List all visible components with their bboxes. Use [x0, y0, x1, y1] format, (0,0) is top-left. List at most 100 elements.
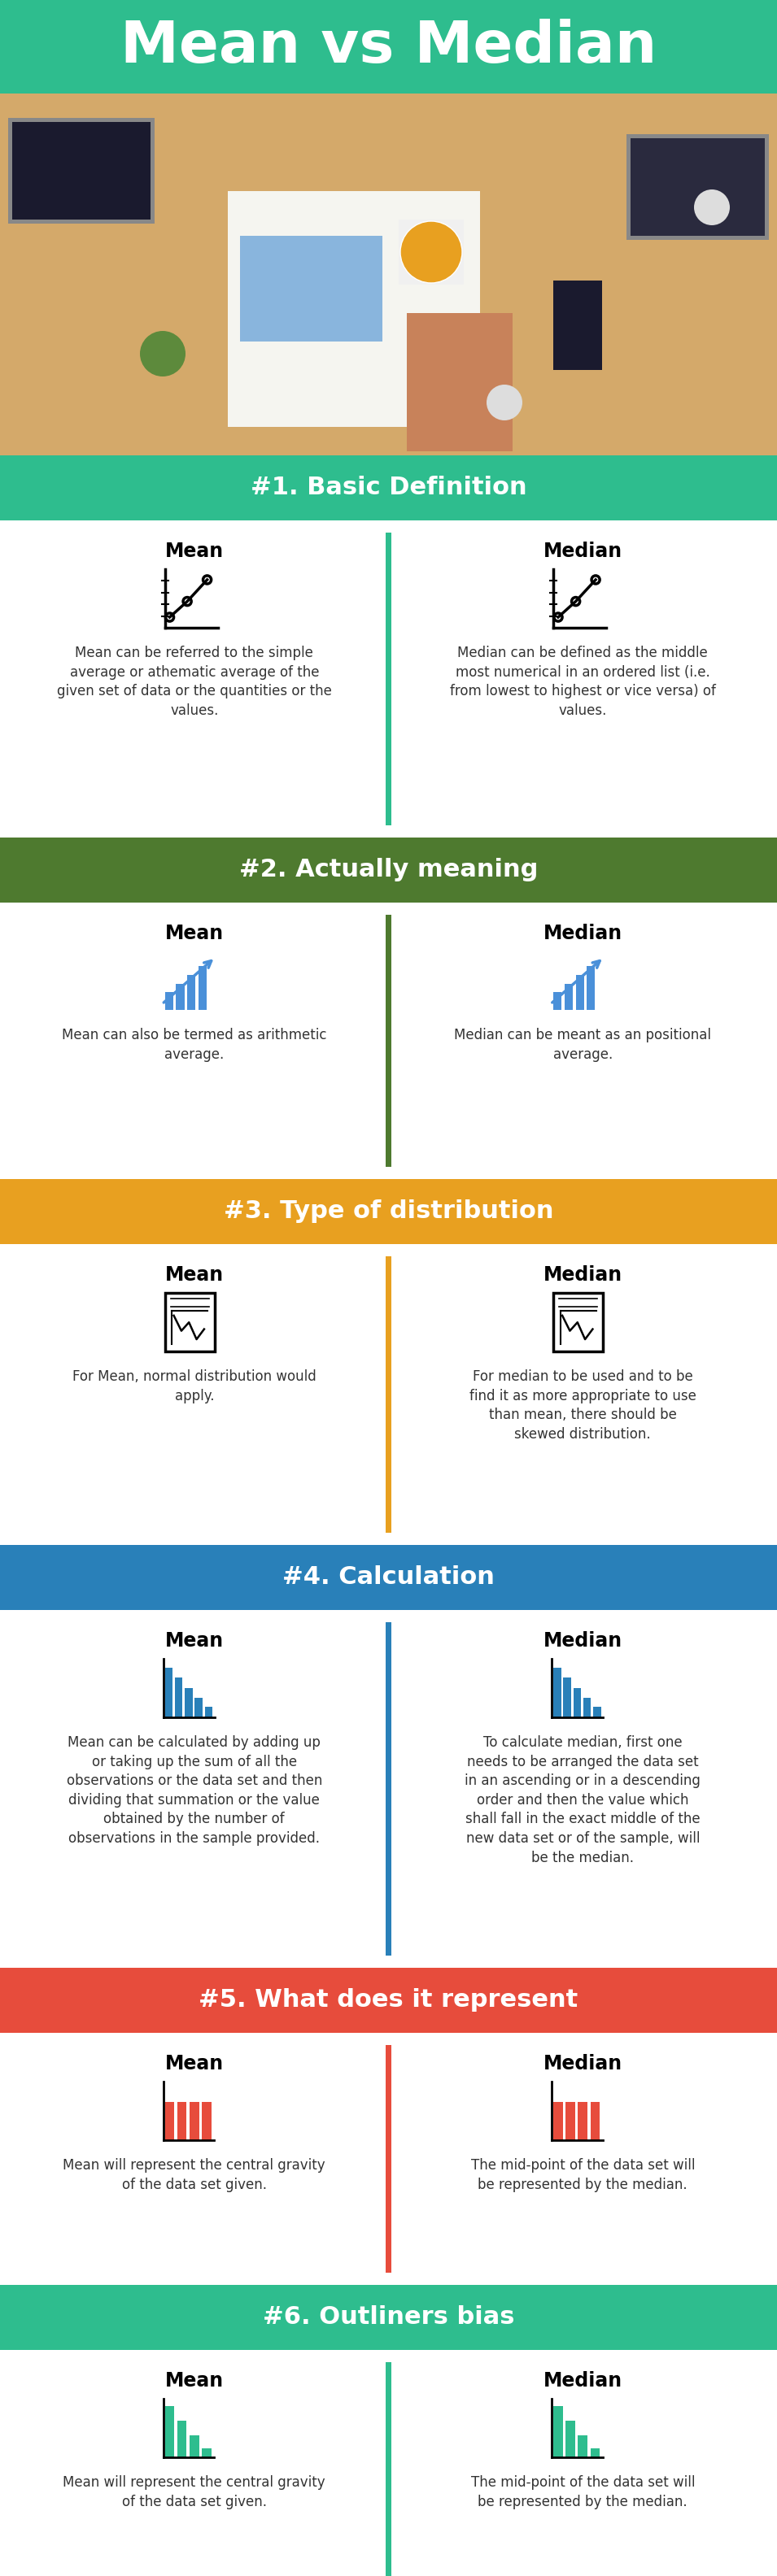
Text: The mid-point of the data set will
be represented by the median.: The mid-point of the data set will be re… [471, 2159, 695, 2192]
FancyBboxPatch shape [0, 1546, 777, 1610]
FancyBboxPatch shape [176, 984, 184, 1010]
Text: Median: Median [543, 2053, 622, 2074]
FancyBboxPatch shape [385, 914, 392, 1167]
FancyBboxPatch shape [205, 1708, 212, 1718]
FancyBboxPatch shape [185, 1687, 193, 1718]
Text: Mean: Mean [165, 2370, 224, 2391]
Text: For median to be used and to be
find it as more appropriate to use
than mean, th: For median to be used and to be find it … [469, 1370, 696, 1443]
Text: Mean: Mean [165, 1631, 224, 1651]
FancyBboxPatch shape [626, 134, 769, 240]
FancyBboxPatch shape [563, 1677, 571, 1718]
FancyBboxPatch shape [0, 837, 777, 902]
FancyBboxPatch shape [553, 1667, 561, 1718]
FancyBboxPatch shape [385, 1623, 392, 1955]
FancyBboxPatch shape [165, 992, 173, 1010]
FancyBboxPatch shape [578, 2434, 587, 2458]
FancyBboxPatch shape [187, 974, 196, 1010]
FancyBboxPatch shape [0, 0, 777, 93]
FancyBboxPatch shape [399, 219, 464, 283]
FancyBboxPatch shape [591, 2102, 600, 2141]
FancyBboxPatch shape [165, 1293, 214, 1352]
FancyBboxPatch shape [385, 533, 392, 824]
Circle shape [140, 330, 186, 376]
FancyBboxPatch shape [175, 1677, 183, 1718]
FancyBboxPatch shape [165, 2406, 174, 2458]
FancyBboxPatch shape [553, 992, 562, 1010]
FancyBboxPatch shape [190, 2434, 199, 2458]
FancyBboxPatch shape [198, 966, 207, 1010]
FancyBboxPatch shape [553, 2406, 563, 2458]
Text: For Mean, normal distribution would
apply.: For Mean, normal distribution would appl… [72, 1370, 316, 1404]
FancyBboxPatch shape [0, 520, 777, 837]
Text: Median: Median [543, 2370, 622, 2391]
Circle shape [400, 222, 462, 283]
Text: Mean will represent the central gravity
of the data set given.: Mean will represent the central gravity … [63, 2159, 326, 2192]
FancyBboxPatch shape [177, 2102, 186, 2141]
FancyBboxPatch shape [385, 2362, 392, 2576]
FancyBboxPatch shape [8, 118, 155, 224]
Circle shape [486, 384, 522, 420]
Text: Mean: Mean [165, 541, 224, 562]
Text: Mean vs Median: Mean vs Median [120, 18, 657, 75]
Text: Median: Median [543, 541, 622, 562]
FancyBboxPatch shape [165, 2102, 174, 2141]
Text: To calculate median, first one
needs to be arranged the data set
in an ascending: To calculate median, first one needs to … [465, 1736, 701, 1865]
FancyBboxPatch shape [573, 1687, 581, 1718]
FancyBboxPatch shape [566, 2102, 575, 2141]
FancyBboxPatch shape [0, 1968, 777, 2032]
FancyBboxPatch shape [0, 2285, 777, 2349]
FancyBboxPatch shape [0, 2349, 777, 2576]
FancyBboxPatch shape [0, 456, 777, 520]
FancyBboxPatch shape [631, 139, 765, 237]
FancyBboxPatch shape [195, 1698, 203, 1718]
FancyBboxPatch shape [202, 2450, 211, 2458]
Text: #2. Actually meaning: #2. Actually meaning [239, 858, 538, 881]
FancyBboxPatch shape [165, 1667, 172, 1718]
Text: Median: Median [543, 1631, 622, 1651]
Text: #5. What does it represent: #5. What does it represent [199, 1989, 578, 2012]
FancyBboxPatch shape [553, 2102, 563, 2141]
FancyBboxPatch shape [240, 237, 382, 343]
Text: Mean can be calculated by adding up
or taking up the sum of all the
observations: Mean can be calculated by adding up or t… [66, 1736, 322, 1847]
Text: The mid-point of the data set will
be represented by the median.: The mid-point of the data set will be re… [471, 2476, 695, 2509]
Text: Mean: Mean [165, 2053, 224, 2074]
Text: Median: Median [543, 925, 622, 943]
FancyBboxPatch shape [202, 2102, 211, 2141]
Text: Mean: Mean [165, 925, 224, 943]
Text: #4. Calculation: #4. Calculation [282, 1566, 495, 1589]
Text: Median: Median [543, 1265, 622, 1285]
FancyBboxPatch shape [553, 1293, 603, 1352]
Text: Mean will represent the central gravity
of the data set given.: Mean will represent the central gravity … [63, 2476, 326, 2509]
FancyBboxPatch shape [228, 191, 480, 428]
FancyBboxPatch shape [0, 1244, 777, 1546]
FancyBboxPatch shape [591, 2450, 600, 2458]
FancyBboxPatch shape [565, 984, 573, 1010]
FancyBboxPatch shape [0, 93, 777, 456]
FancyBboxPatch shape [584, 1698, 591, 1718]
Text: Mean can be referred to the simple
average or athematic average of the
given set: Mean can be referred to the simple avera… [57, 647, 332, 719]
Text: #6. Outliners bias: #6. Outliners bias [263, 2306, 514, 2329]
FancyBboxPatch shape [0, 902, 777, 1180]
FancyBboxPatch shape [566, 2421, 575, 2458]
FancyBboxPatch shape [190, 2102, 199, 2141]
FancyBboxPatch shape [12, 121, 151, 219]
FancyBboxPatch shape [594, 1708, 601, 1718]
Circle shape [694, 191, 730, 224]
FancyBboxPatch shape [578, 2102, 587, 2141]
FancyBboxPatch shape [576, 974, 584, 1010]
Text: #3. Type of distribution: #3. Type of distribution [224, 1200, 553, 1224]
FancyBboxPatch shape [385, 2045, 392, 2272]
FancyBboxPatch shape [385, 1257, 392, 1533]
FancyBboxPatch shape [177, 2421, 186, 2458]
Text: Median can be defined as the middle
most numerical in an ordered list (i.e.
from: Median can be defined as the middle most… [450, 647, 716, 719]
FancyBboxPatch shape [553, 281, 602, 371]
Text: Mean can also be termed as arithmetic
average.: Mean can also be termed as arithmetic av… [62, 1028, 326, 1061]
FancyBboxPatch shape [407, 314, 513, 451]
FancyBboxPatch shape [0, 1610, 777, 1968]
Text: #1. Basic Definition: #1. Basic Definition [250, 477, 527, 500]
FancyBboxPatch shape [0, 1180, 777, 1244]
FancyBboxPatch shape [0, 2032, 777, 2285]
Text: Mean: Mean [165, 1265, 224, 1285]
Text: Median can be meant as an positional
average.: Median can be meant as an positional ave… [455, 1028, 711, 1061]
FancyBboxPatch shape [587, 966, 595, 1010]
